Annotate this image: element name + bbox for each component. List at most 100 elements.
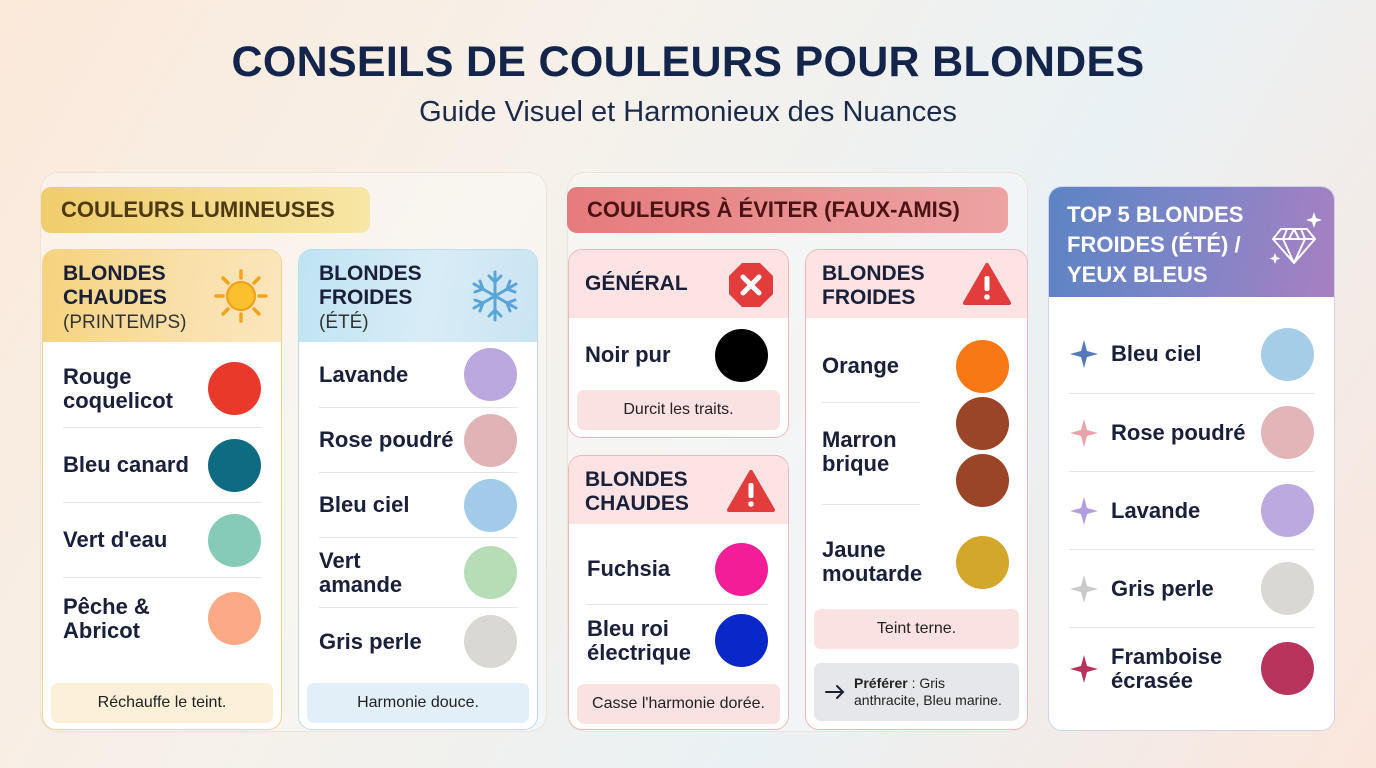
prefer-text: : Gris anthracite, Bleu marine. (854, 675, 1002, 708)
card-title: TOP 5 BLONDES FROIDES (ÉTÉ) / YEUX BLEUS (1067, 202, 1244, 287)
card-general: GÉNÉRAL Noir pur Durcit les traits. (568, 249, 789, 438)
color-swatch (208, 438, 261, 492)
color-swatch (464, 348, 517, 401)
color-swatch (464, 413, 517, 467)
list-item: Rouge coquelicot (63, 350, 261, 427)
swatch-stack (956, 397, 1009, 507)
color-label: Vert d'eau (63, 527, 168, 552)
card-top5: TOP 5 BLONDES FROIDES (ÉTÉ) / YEUX BLEUS… (1048, 186, 1335, 731)
list-item: Gris perle (1069, 549, 1314, 627)
arrow-right-icon (825, 685, 845, 699)
page-subtitle: Guide Visuel et Harmonieux des Nuances (419, 96, 957, 128)
list-item: Rose poudré (1069, 393, 1314, 471)
card-note: Durcit les traits. (577, 390, 780, 430)
sparkle-icon (1070, 496, 1098, 525)
list-item: Jaune moutarde (822, 512, 1009, 612)
prefer-text-block: Préférer : Gris anthracite, Bleu marine. (854, 675, 1002, 709)
list-item: Lavande (319, 342, 517, 407)
color-label: Jaune moutarde (822, 537, 923, 586)
color-label: Bleu ciel (319, 492, 410, 517)
color-swatch (956, 535, 1009, 589)
list-item: Noir pur (585, 322, 768, 388)
color-swatch (464, 478, 517, 532)
color-swatch (715, 614, 768, 667)
page-title: CONSEILS DE COULEURS POUR BLONDES (231, 38, 1145, 86)
card-eviter-blondes-chaudes: BLONDES CHAUDES Fuchsia Bleu roi électri… (568, 455, 789, 730)
sparkle-icon (1070, 340, 1098, 368)
list-item: Bleu canard (63, 427, 261, 502)
color-label: Bleu ciel (1111, 341, 1202, 366)
sun-icon (214, 269, 268, 323)
list-item: Bleu roi électrique (587, 604, 768, 676)
card-subtitle: (PRINTEMPS) (63, 312, 187, 333)
color-swatch (208, 362, 261, 415)
sparkle-icon (1070, 418, 1098, 447)
color-swatch (208, 592, 261, 645)
diamond-icon (1269, 212, 1322, 264)
card-note: Casse l'harmonie dorée. (577, 684, 780, 724)
snowflake-icon (472, 270, 518, 322)
prefer-box: Préférer : Gris anthracite, Bleu marine. (814, 663, 1019, 721)
list-item: Lavande (1069, 471, 1314, 549)
card-title: BLONDES FROIDES (319, 262, 422, 309)
error-x-icon (729, 263, 773, 307)
card-eviter-blondes-froides: BLONDES FROIDES Orange Marron brique Jau… (805, 249, 1028, 730)
color-swatch (715, 328, 768, 382)
card-note: Réchauffe le teint. (51, 683, 273, 723)
list-item: Rose poudré (319, 407, 517, 472)
color-label: Fuchsia (587, 556, 671, 581)
card-header: BLONDES CHAUDES (PRINTEMPS) (43, 250, 281, 342)
color-label: Lavande (1111, 497, 1201, 523)
card-title: BLONDES FROIDES (822, 262, 925, 309)
card-header: BLONDES FROIDES (ÉTÉ) (299, 250, 537, 342)
color-swatch (956, 397, 1009, 450)
card-subtitle: (ÉTÉ) (319, 312, 369, 333)
list-item: Bleu ciel (319, 472, 517, 537)
color-label: Noir pur (585, 342, 671, 367)
color-label: Rouge coquelicot (63, 363, 174, 413)
list-item: Orange (822, 330, 1009, 402)
list-item: Pêche & Abricot (63, 577, 261, 659)
sparkle-icon (1070, 574, 1098, 603)
card-header: TOP 5 BLONDES FROIDES (ÉTÉ) / YEUX BLEUS (1049, 187, 1334, 297)
divider (822, 504, 920, 505)
card-title: BLONDES CHAUDES (63, 262, 167, 309)
color-label: Bleu roi électrique (587, 615, 691, 665)
card-title: GÉNÉRAL (585, 272, 688, 295)
color-label: Vert amande (319, 547, 403, 597)
color-swatch (464, 546, 517, 599)
color-label: Gris perle (1111, 575, 1214, 601)
list-item: Vert amande (319, 537, 517, 607)
warning-icon (963, 263, 1011, 305)
color-label: Pêche & Abricot (63, 593, 150, 643)
card-header: BLONDES CHAUDES (569, 456, 788, 524)
prefer-label: Préférer (854, 675, 908, 691)
color-swatch (956, 339, 1009, 393)
color-swatch (1261, 327, 1314, 381)
list-item: Vert d'eau (63, 502, 261, 577)
color-label: Marron brique (822, 427, 897, 476)
tag-couleurs-a-eviter: COULEURS À ÉVITER (FAUX-AMIS) (567, 187, 1008, 233)
tag-couleurs-lumineuses: COULEURS LUMINEUSES (41, 187, 370, 233)
color-label: Framboise écrasée (1111, 643, 1223, 693)
color-swatch (715, 542, 768, 596)
card-header: BLONDES FROIDES (806, 250, 1027, 318)
color-swatch (208, 513, 261, 567)
color-swatch (1261, 484, 1314, 537)
warning-icon (727, 470, 775, 512)
card-note: Teint terne. (814, 609, 1019, 649)
color-swatch (1261, 562, 1314, 615)
color-label: Orange (822, 353, 900, 378)
card-title: BLONDES CHAUDES (585, 468, 689, 515)
color-label: Gris perle (319, 628, 422, 654)
list-item: Fuchsia (587, 534, 768, 604)
color-label: Rose poudré (1111, 419, 1246, 445)
card-header: GÉNÉRAL (569, 250, 788, 318)
divider (822, 402, 920, 403)
list-item: Framboise écrasée (1069, 627, 1314, 709)
list-item: Bleu ciel (1069, 315, 1314, 393)
card-blondes-chaudes: BLONDES CHAUDES (PRINTEMPS) Rouge coquel… (42, 249, 282, 730)
color-label: Rose poudré (319, 427, 454, 452)
card-note: Harmonie douce. (307, 683, 529, 723)
color-swatch (1261, 642, 1314, 695)
